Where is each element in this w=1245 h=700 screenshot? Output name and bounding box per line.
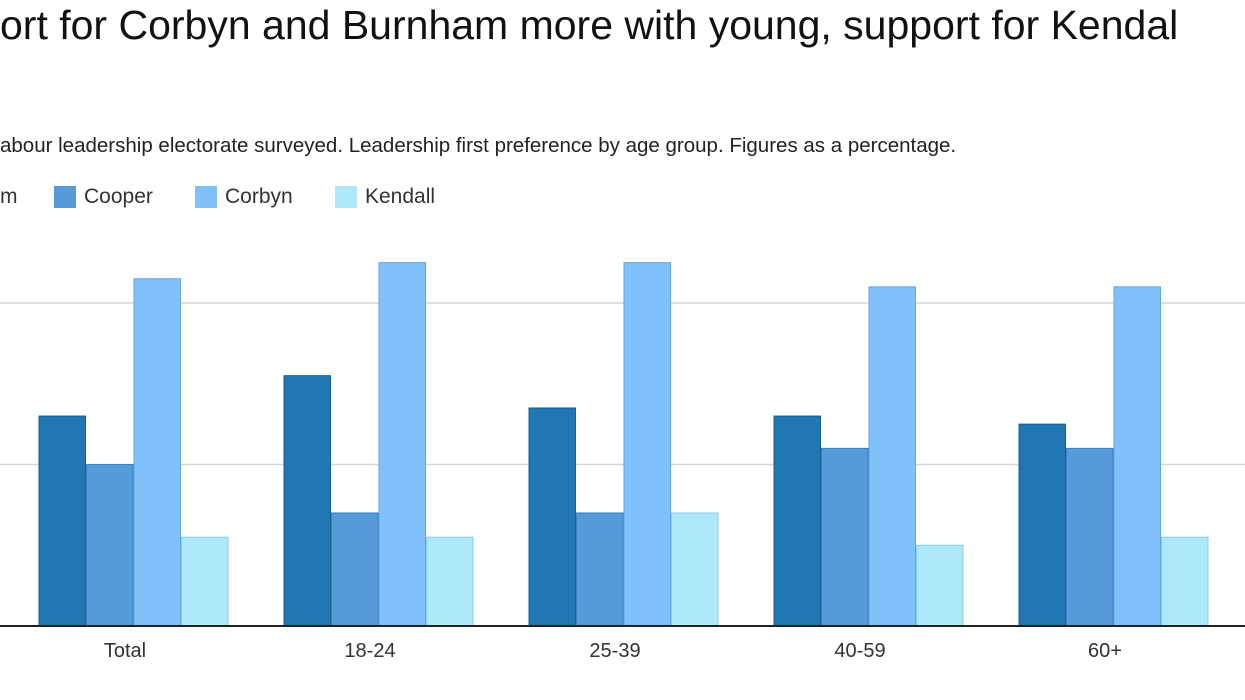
bar-18-24-1 xyxy=(331,512,379,627)
bar-18-24-2 xyxy=(378,262,426,627)
bar-total-3 xyxy=(181,536,229,627)
chart-subtitle: abour leadership electorate surveyed. Le… xyxy=(0,134,957,157)
legend-label: m xyxy=(0,185,18,208)
legend-swatch xyxy=(335,186,357,208)
bar-18-24-0 xyxy=(283,375,331,627)
bar-25-39-1 xyxy=(576,512,624,627)
legend-label: Corbyn xyxy=(225,185,293,208)
bar-60--1 xyxy=(1066,447,1114,627)
x-tick-label: Total xyxy=(104,640,146,662)
bar-25-39-3 xyxy=(671,512,719,627)
legend-label: Kendall xyxy=(365,185,436,208)
bar-18-24-3 xyxy=(426,536,474,627)
legend-item-corbyn: Corbyn xyxy=(195,185,293,209)
legend-item-cooper: Cooper xyxy=(54,185,153,209)
bar-60--0 xyxy=(1018,423,1066,627)
bar-25-39-0 xyxy=(528,407,576,627)
legend-swatch xyxy=(195,186,217,208)
legend-item-burnham: m xyxy=(0,185,18,209)
legend-item-kendall: Kendall xyxy=(335,185,435,209)
legend-label: Cooper xyxy=(84,185,153,208)
bar-40-59-0 xyxy=(773,415,821,627)
x-tick-label: 18-24 xyxy=(344,640,395,662)
bar-60--2 xyxy=(1113,286,1161,627)
bar-25-39-2 xyxy=(623,262,671,627)
bar-total-2 xyxy=(133,278,181,627)
bar-total-1 xyxy=(86,464,134,627)
legend-swatch xyxy=(54,186,76,208)
bar-total-0 xyxy=(38,415,86,627)
chart-title: ort for Corbyn and Burnham more with you… xyxy=(0,2,1179,48)
bar-60--3 xyxy=(1161,536,1209,627)
x-tick-label: 60+ xyxy=(1088,640,1122,662)
x-tick-label: 25-39 xyxy=(589,640,640,662)
x-tick-label: 40-59 xyxy=(834,640,885,662)
bar-40-59-1 xyxy=(821,447,869,627)
bar-40-59-2 xyxy=(868,286,916,627)
bar-40-59-3 xyxy=(916,544,964,627)
